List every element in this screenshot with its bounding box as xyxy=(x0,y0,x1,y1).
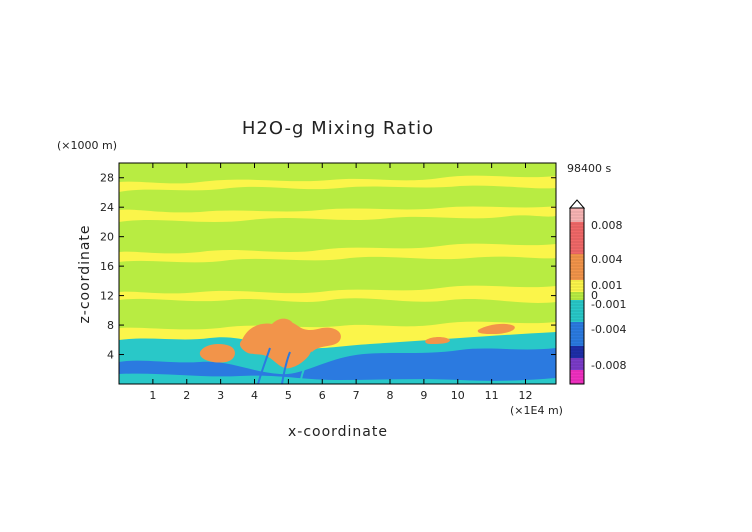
y-tick-label: 20 xyxy=(100,231,114,244)
x-tick-label: 3 xyxy=(217,389,224,402)
colorbar-label: -0.008 xyxy=(591,359,626,372)
x-tick-label: 4 xyxy=(251,389,258,402)
colorbar-band xyxy=(570,254,584,280)
time-label: 98400 s xyxy=(567,162,611,175)
colorbar-bands xyxy=(570,208,584,384)
cyan-near-surface xyxy=(119,373,556,384)
x-tick-label: 1 xyxy=(149,389,156,402)
y-unit-label: (×1000 m) xyxy=(57,139,117,152)
y-ticks: 4 8 12 16 20 24 28 xyxy=(100,172,556,362)
x-tick-label: 10 xyxy=(451,389,465,402)
x-tick-label: 6 xyxy=(319,389,326,402)
green-band-low xyxy=(119,298,556,330)
x-tick-label: 7 xyxy=(353,389,360,402)
x-tick-label: 9 xyxy=(420,389,427,402)
colorbar-label: 0.008 xyxy=(591,219,623,232)
y-tick-label: 24 xyxy=(100,201,114,214)
green-band-top xyxy=(119,163,556,184)
colorbar-band xyxy=(570,370,584,384)
x-axis-label: x-coordinate xyxy=(288,424,388,440)
x-ticks: 1 2 3 4 5 6 7 8 9 10 11 12 xyxy=(149,163,533,402)
plume-left-cell xyxy=(199,344,235,363)
colorbar-frame xyxy=(569,207,585,385)
y-tick-label: 4 xyxy=(107,349,114,362)
colorbar-label: -0.004 xyxy=(591,323,626,336)
x-tick-label: 5 xyxy=(285,389,292,402)
x-tick-label: 11 xyxy=(485,389,499,402)
colorbar-band xyxy=(570,322,584,346)
colorbar-band xyxy=(570,346,584,358)
colorbar-band xyxy=(570,208,584,222)
x-tick-label: 2 xyxy=(183,389,190,402)
chart-title: H2O-g Mixing Ratio xyxy=(242,118,434,139)
heatmap-field xyxy=(119,163,556,384)
colorbar-band xyxy=(570,222,584,254)
plume-streak-2 xyxy=(281,351,291,384)
x-tick-label: 12 xyxy=(519,389,533,402)
colorbar-label: 0.001 xyxy=(591,279,623,292)
plume-right-cell xyxy=(477,323,515,334)
plume-streak-3 xyxy=(299,351,313,384)
green-band-upper xyxy=(119,185,556,213)
colorbar-max-arrow xyxy=(568,199,586,209)
y-axis-label: z-coordinate xyxy=(77,224,93,323)
colorbar-band xyxy=(570,358,584,370)
colorbar-label: 0.004 xyxy=(591,253,623,266)
blue-boundary-layer xyxy=(119,348,556,384)
plume-core xyxy=(239,320,341,369)
green-band-lower xyxy=(119,256,556,294)
y-tick-label: 28 xyxy=(100,172,114,185)
colorbar-band xyxy=(570,300,584,322)
y-tick-label: 8 xyxy=(107,319,114,332)
x-tick-label: 8 xyxy=(387,389,394,402)
plume-streak-1 xyxy=(257,347,271,384)
colorbar-label: -0.001 xyxy=(591,298,626,311)
y-tick-label: 12 xyxy=(100,290,114,303)
colorbar-band xyxy=(570,280,584,292)
x-unit-label: (×1E4 m) xyxy=(510,404,563,417)
colorbar-band xyxy=(570,292,584,300)
plume-upper-cell xyxy=(269,318,294,334)
plume-mid-cell xyxy=(425,337,450,344)
green-band-mid xyxy=(119,215,556,254)
plot-frame xyxy=(118,162,557,385)
y-tick-label: 16 xyxy=(100,260,114,273)
colorbar-label: 0 xyxy=(591,289,598,302)
